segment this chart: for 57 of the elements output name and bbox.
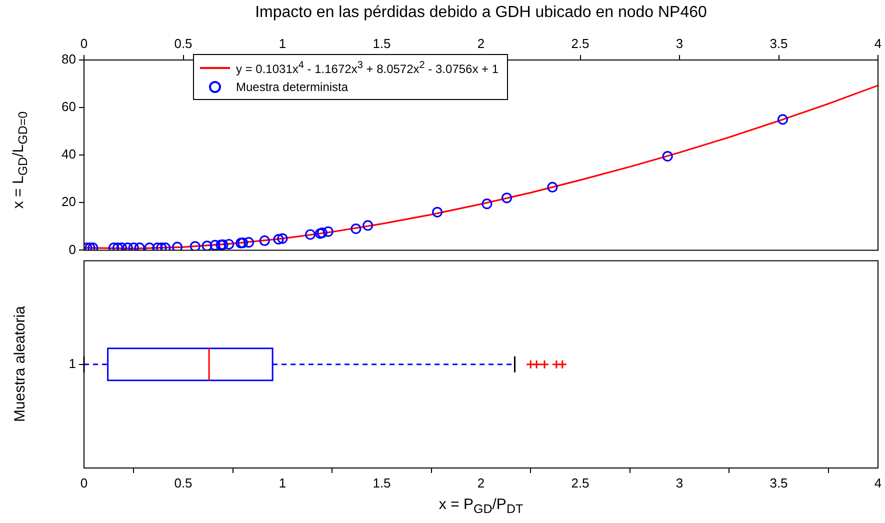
point [502, 192, 512, 204]
point [277, 233, 288, 244]
x-tick-label: 0.5 [174, 475, 192, 490]
legend-label: Muestra determinista [236, 80, 348, 94]
point [144, 242, 155, 250]
x-tick-label: 2.5 [571, 36, 590, 51]
y-tick-label: 1 [68, 356, 76, 371]
point [304, 229, 316, 240]
legend-label: y = 0.1031x$^{4}$ - 1.1672x$^{3}$ + 8.0572x$^{2}$ - 3.0756x + 1 [236, 60, 499, 76]
x-tick-label: 2.5 [571, 475, 590, 490]
point [662, 150, 673, 162]
chart-title: Impacto en las pérdidas debido a GDH ubicado en nodo NP460 [255, 4, 707, 22]
point [362, 220, 374, 231]
x-tick-label: 0 [80, 36, 88, 51]
point [128, 242, 139, 250]
point [210, 240, 220, 250]
point [172, 242, 183, 250]
x-tick-label: 0 [80, 475, 88, 490]
x-tick-label: 2 [477, 475, 485, 490]
point [160, 242, 171, 250]
x-tick-label: 3 [676, 475, 684, 490]
x-tick-label: 1 [278, 475, 286, 490]
point [259, 235, 270, 246]
x-tick-label: 2 [477, 36, 485, 51]
point [777, 114, 788, 125]
point [134, 242, 145, 250]
x-tick-label: 1.5 [372, 36, 391, 51]
point [322, 226, 334, 237]
x-tick-label: 1.5 [372, 475, 391, 490]
point [84, 242, 96, 250]
point [224, 238, 234, 250]
point [152, 242, 163, 250]
point [350, 224, 362, 234]
x-tick-label: 3 [676, 36, 684, 51]
point [156, 242, 167, 250]
x-tick-label: 4 [874, 475, 882, 490]
y-tick-label: 20 [62, 194, 76, 210]
point [547, 182, 558, 192]
x-tick-label: 0.5 [174, 36, 192, 51]
x-tick-label: 3.5 [770, 475, 788, 490]
y-tick-label: 40 [62, 146, 76, 162]
y-tick-label: 60 [62, 99, 76, 114]
x-tick-label: 4 [874, 36, 882, 51]
point [273, 234, 284, 245]
point [482, 198, 492, 210]
y-axis-title: Muestra aleatoria [12, 306, 28, 422]
point [88, 242, 98, 250]
x-tick-label: 1 [278, 36, 286, 51]
y-tick-label: 0 [68, 242, 76, 257]
point [190, 241, 200, 250]
x-tick-label: 3.5 [770, 36, 788, 51]
point [432, 206, 443, 218]
point [243, 237, 254, 248]
y-tick-label: 80 [62, 52, 76, 67]
point [202, 240, 212, 250]
point [122, 242, 133, 250]
x-axis-title: x = P$_{GD}$/P$_{DT}$ [438, 496, 524, 516]
